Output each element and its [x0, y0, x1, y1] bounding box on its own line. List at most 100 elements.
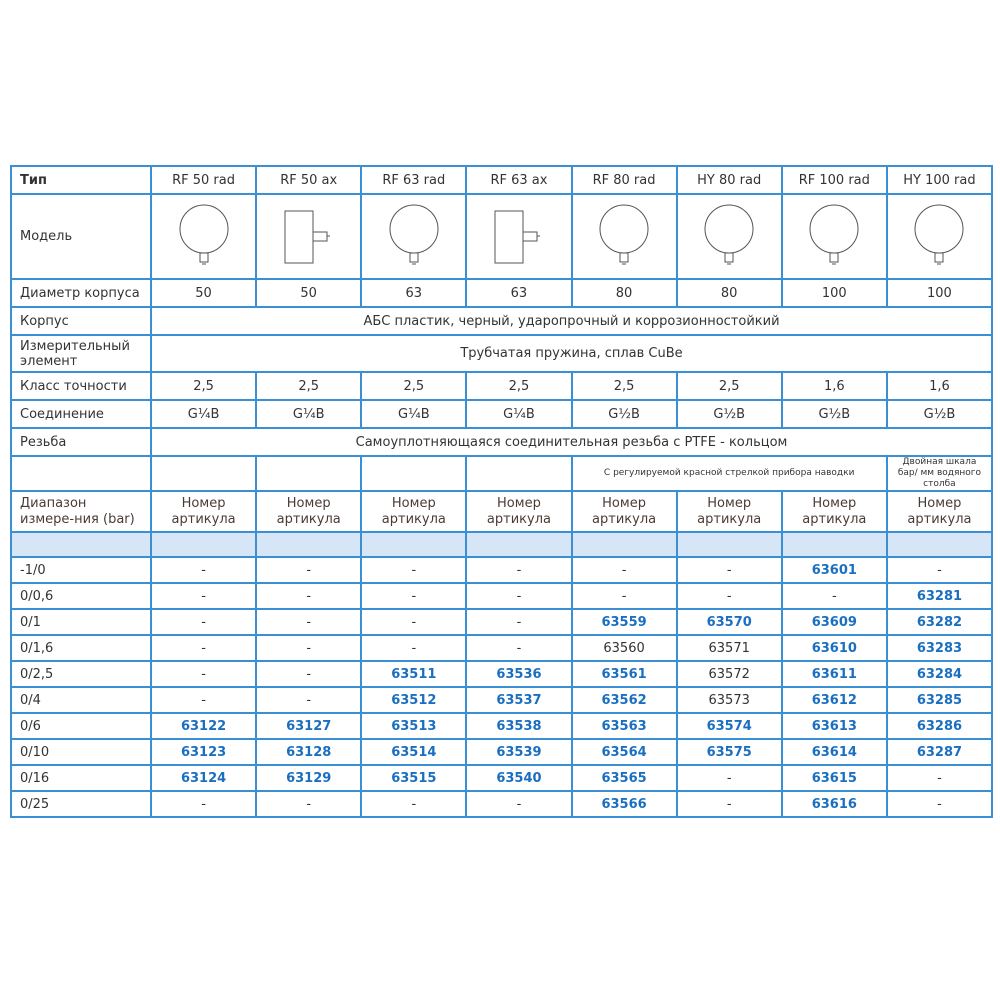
empty-cell	[360, 531, 468, 558]
empty-cell	[885, 531, 994, 558]
model-cell	[255, 193, 363, 280]
article-number: 63570	[675, 608, 783, 636]
type-header: HY 80 rad	[675, 165, 783, 195]
article-number: 63284	[885, 660, 994, 688]
article-number: 63574	[675, 712, 783, 740]
empty-dash: -	[465, 634, 573, 662]
diameter-value: 63	[360, 278, 468, 308]
empty-cell	[149, 455, 258, 492]
radial-gauge-icon	[791, 202, 878, 272]
radial-gauge-icon	[896, 202, 983, 272]
article-number: 63611	[780, 660, 888, 688]
type-label: Тип	[10, 165, 152, 195]
thread-value: Самоуплотняющаяся соединительная резьба …	[150, 427, 993, 457]
article-number: 63563	[570, 712, 678, 740]
range-value: 0/6	[10, 712, 152, 740]
empty-dash: -	[149, 556, 258, 584]
connection-value: G¼B	[360, 399, 468, 429]
model-cell	[675, 193, 783, 280]
range-value: 0/1,6	[10, 634, 152, 662]
empty-cell	[675, 531, 783, 558]
connection-value: G¼B	[149, 399, 258, 429]
article-number: 63615	[780, 764, 888, 792]
diameter-value: 80	[675, 278, 783, 308]
range-label: Диапазон измере-ния (bar)	[10, 490, 152, 533]
article-number: 63537	[465, 686, 573, 714]
article-header: Номер артикула	[780, 490, 888, 533]
type-header: RF 50 rad	[149, 165, 258, 195]
empty-dash: -	[675, 790, 783, 818]
empty-dash: -	[570, 582, 678, 610]
article-header: Номер артикула	[255, 490, 363, 533]
article-header: Номер артикула	[149, 490, 258, 533]
range-header-row: Диапазон измере-ния (bar) Номер артикула Н…	[10, 490, 994, 533]
article-number: 63281	[885, 582, 994, 610]
table-row: 0/4- -63512 63537 63562 63573 63612 63285	[10, 686, 994, 714]
empty-dash: -	[360, 634, 468, 662]
connection-label: Соединение	[10, 399, 152, 429]
article-number: 63571	[675, 634, 783, 662]
article-header: Номер артикула	[570, 490, 678, 533]
empty-dash: -	[255, 608, 363, 636]
article-number: 63285	[885, 686, 994, 714]
empty-cell	[465, 531, 573, 558]
connection-value: G¼B	[465, 399, 573, 429]
empty-dash: -	[570, 556, 678, 584]
empty-dash: -	[675, 556, 783, 584]
article-header: Номер артикула	[675, 490, 783, 533]
empty-dash: -	[465, 582, 573, 610]
connection-value: G½B	[675, 399, 783, 429]
thread-label: Резьба	[10, 427, 152, 457]
article-number: 63287	[885, 738, 994, 766]
range-value: 0/1	[10, 608, 152, 636]
article-number: 63513	[360, 712, 468, 740]
article-number: 63561	[570, 660, 678, 688]
accuracy-value: 1,6	[780, 371, 888, 401]
empty-dash: -	[360, 790, 468, 818]
table-row: 0/1,6- - - -63560 63571 63610 63283	[10, 634, 994, 662]
article-number: 63560	[570, 634, 678, 662]
accuracy-value: 1,6	[885, 371, 994, 401]
housing-row: Корпус АБС пластик, черный, ударопрочный …	[10, 306, 993, 336]
connection-value: G½B	[570, 399, 678, 429]
diameter-value: 50	[255, 278, 363, 308]
table-row: 0/10 63123 63128 63514 63539 63564 63575 63614 6…	[10, 738, 994, 766]
empty-dash: -	[360, 556, 468, 584]
type-header: HY 100 rad	[885, 165, 994, 195]
table-row: 0/0,6- - - - - - -63281	[10, 582, 994, 610]
article-number: 63515	[360, 764, 468, 792]
article-number: 63575	[675, 738, 783, 766]
article-number: 63512	[360, 686, 468, 714]
empty-cell	[360, 455, 468, 492]
diameter-label: Диаметр корпуса	[10, 278, 152, 308]
accuracy-value: 2,5	[360, 371, 468, 401]
empty-dash: -	[675, 582, 783, 610]
table-row: -1/0- - - - - -63601-	[10, 556, 994, 584]
type-header: RF 80 rad	[570, 165, 678, 195]
housing-value: АБС пластик, черный, ударопрочный и корр…	[150, 306, 993, 336]
article-number: 63616	[780, 790, 888, 818]
housing-label: Корпус	[10, 306, 152, 336]
article-header: Номер артикула	[360, 490, 468, 533]
article-number: 63609	[780, 608, 888, 636]
model-row: Модель	[10, 193, 994, 280]
article-number: 63514	[360, 738, 468, 766]
empty-dash: -	[465, 608, 573, 636]
empty-dash: -	[149, 634, 258, 662]
accuracy-label: Класс точности	[10, 371, 152, 401]
notes-row: С регулируемой красной стрелкой прибора …	[10, 455, 994, 492]
range-value: 0/16	[10, 764, 152, 792]
article-number: 63572	[675, 660, 783, 688]
empty-dash: -	[149, 660, 258, 688]
empty-cell	[255, 455, 363, 492]
empty-dash: -	[885, 764, 994, 792]
article-number: 63562	[570, 686, 678, 714]
article-header: Номер артикула	[465, 490, 573, 533]
thread-row: Резьба Самоуплотняющаяся соединительная р…	[10, 427, 993, 457]
article-number: 63601	[780, 556, 888, 584]
element-row: Измерительный элемент Трубчатая пружина, …	[10, 334, 993, 373]
range-value: 0/2,5	[10, 660, 152, 688]
model-cell	[570, 193, 678, 280]
empty-dash: -	[885, 790, 994, 818]
range-value: 0/0,6	[10, 582, 152, 610]
